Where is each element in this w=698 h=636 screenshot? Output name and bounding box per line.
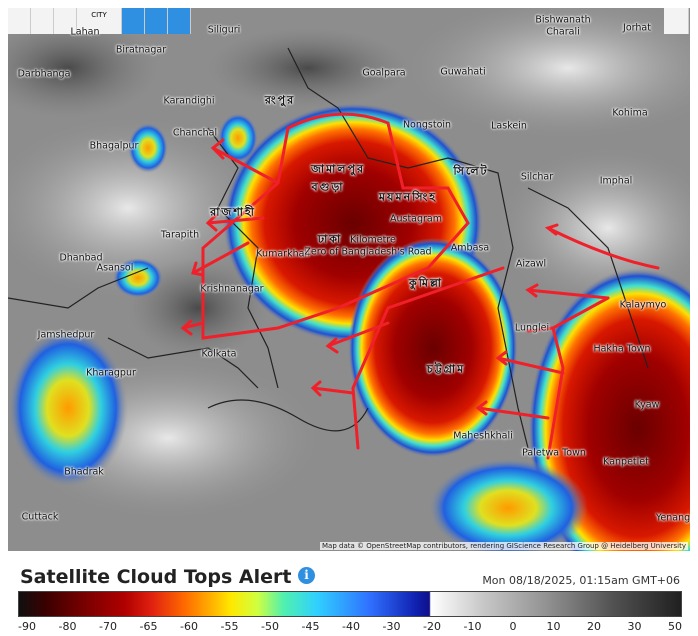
- place-label: Yenang: [655, 512, 690, 524]
- place-label: Kumarkhali: [256, 248, 310, 260]
- share-button[interactable]: [664, 8, 689, 34]
- scale-label: 30: [627, 620, 642, 633]
- place-label: Bhadrak: [64, 466, 104, 478]
- attribution: Map data © OpenStreetMap contributors, r…: [320, 542, 688, 550]
- info-button[interactable]: i: [298, 567, 315, 584]
- place-label-bn: ঢাকা: [317, 232, 343, 246]
- scale-label: -45: [301, 620, 320, 633]
- storm-toggle[interactable]: [145, 8, 168, 34]
- zoom-button[interactable]: [54, 8, 77, 34]
- place-label: Kharagpur: [86, 367, 136, 379]
- city-toggle[interactable]: CITY: [77, 8, 122, 34]
- place-label: Zero of Bangladesh's Road: [304, 246, 432, 258]
- scale-label: -60: [180, 620, 198, 633]
- place-label: Imphal: [599, 175, 633, 187]
- place-label: Aizawl: [515, 258, 547, 270]
- place-label: Biratnagar: [115, 44, 167, 56]
- scale-label: 10: [546, 620, 561, 633]
- place-label: Austagram: [389, 213, 443, 225]
- place-label-bn: রংপুর: [264, 93, 296, 107]
- place-label: Paletwa Town: [522, 447, 586, 459]
- scale-label: -30: [382, 620, 401, 633]
- place-label: Laskein: [491, 120, 527, 132]
- place-label: Kohima: [612, 107, 648, 119]
- scale-label: 0: [509, 620, 517, 633]
- scale-label: -70: [99, 620, 117, 633]
- place-label-bn: জামালপুর: [310, 162, 366, 176]
- lightning-toggle[interactable]: [122, 8, 145, 34]
- alert-toggle[interactable]: [168, 8, 191, 34]
- place-label-bn: চট্টগ্রাম: [426, 362, 466, 376]
- place-label: Bhagalpur: [89, 140, 139, 152]
- place-label: Kanpetlet: [603, 456, 649, 468]
- place-label: Kalaymyo: [619, 299, 667, 311]
- place-label-bn: বগুড়া: [311, 180, 345, 194]
- color-scale: [18, 591, 682, 617]
- place-label: Charali: [546, 26, 580, 38]
- legend-title: Satellite Cloud Tops Alert: [20, 566, 292, 588]
- place-label: Karandighi: [163, 95, 215, 107]
- scale-label: -90: [18, 620, 36, 633]
- place-label: Lahan: [70, 26, 100, 38]
- place-label: Guwahati: [440, 66, 486, 78]
- place-label: Asansol: [96, 262, 134, 274]
- scale-label: -10: [463, 620, 482, 633]
- scale-label: -65: [139, 620, 158, 633]
- place-label: Goalpara: [362, 67, 406, 79]
- place-label-bn: সিলেট: [453, 164, 489, 178]
- scale-label: -20: [423, 620, 441, 633]
- place-label: Silchar: [520, 171, 554, 183]
- map-imagery: [8, 8, 690, 551]
- map[interactable]: CITY Lahan Siliguri Biratnagar Bishwanat…: [8, 8, 690, 551]
- scale-label: -40: [342, 620, 360, 633]
- scale-label: -50: [261, 620, 279, 633]
- scale-label: 50: [668, 620, 682, 633]
- timestamp: Mon 08/18/2025, 01:15am GMT+06: [482, 574, 680, 587]
- place-label: Krishnanagar: [200, 283, 264, 295]
- place-label: Jamshedpur: [37, 329, 95, 341]
- place-label: Siliguri: [207, 24, 241, 36]
- place-label: Jorhat: [623, 22, 651, 34]
- place-label-bn: রাজশাহী: [210, 205, 256, 219]
- place-label: Kilometre: [350, 234, 396, 246]
- place-label: Tarapith: [160, 229, 200, 241]
- place-label: Cuttack: [21, 511, 59, 523]
- scale-label: -55: [220, 620, 239, 633]
- place-label: Chanchal: [172, 127, 218, 139]
- place-label: Bishwanath: [535, 14, 591, 26]
- place-label: Ambasa: [450, 242, 490, 254]
- place-label: Maheshkhali: [453, 430, 513, 442]
- refresh-button[interactable]: [8, 8, 31, 34]
- place-label: Dhanbad: [59, 252, 103, 264]
- place-label: Nongstoin: [402, 119, 452, 131]
- place-label-bn: কুমিল্লা: [409, 276, 443, 290]
- scale-label: 20: [587, 620, 601, 633]
- place-label: Lunglei: [514, 322, 550, 334]
- place-label: Hakha Town: [593, 343, 651, 355]
- place-label-bn: ময়মনসিংহ: [378, 190, 438, 204]
- scale-label: -80: [58, 620, 77, 633]
- locate-button[interactable]: [31, 8, 54, 34]
- place-label: Kyaw: [634, 399, 660, 411]
- place-label: Kolkata: [201, 348, 237, 360]
- place-label: Darbhanga: [17, 68, 71, 80]
